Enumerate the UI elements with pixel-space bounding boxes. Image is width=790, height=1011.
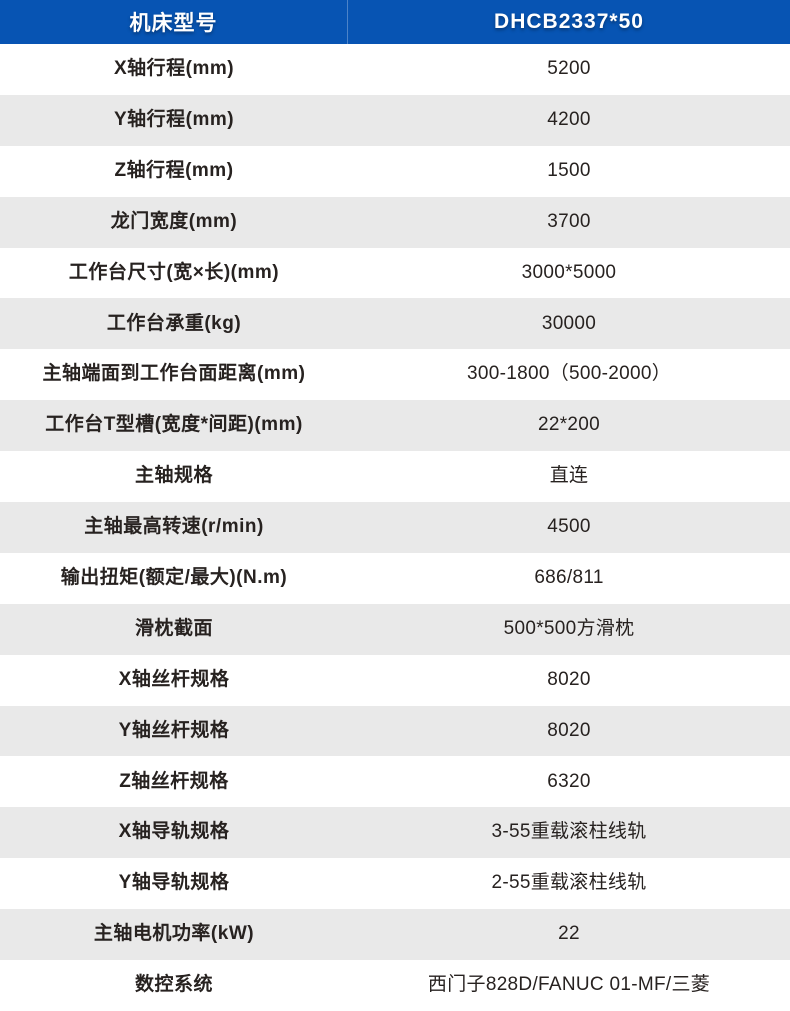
table-row: 主轴规格 直连 [0,451,790,503]
spec-value: 686/811 [534,566,604,588]
table-row: 工作台尺寸(宽×长)(mm) 3000*5000 [0,247,790,299]
spec-value: 西门子828D/FANUC 01-MF/三菱 [427,974,711,996]
spec-label: Y轴导轨规格 [118,872,230,894]
table-row: X轴行程(mm) 5200 [0,44,790,95]
spec-label: 输出扭矩(额定/最大)(N.m) [60,566,288,588]
spec-label: 主轴电机功率(kW) [93,923,255,945]
table-row: 主轴电机功率(kW) 22 [0,909,790,961]
spec-value: 8020 [547,719,591,741]
spec-value: 1500 [547,159,591,181]
spec-value: 3000*5000 [521,261,617,283]
spec-label: 工作台T型槽(宽度*间距)(mm) [45,414,303,436]
header-model-label: 机床型号 [0,0,348,44]
spec-label: 工作台尺寸(宽×长)(mm) [68,261,280,283]
table-header-row: 机床型号 DHCB2337*50 [0,0,790,44]
table-row: Y轴丝杆规格 8020 [0,705,790,757]
table-row: 工作台T型槽(宽度*间距)(mm) 22*200 [0,400,790,452]
spec-label: 数控系统 [134,974,213,996]
spec-label: 主轴端面到工作台面距离(mm) [42,363,306,385]
spec-label: X轴行程(mm) [113,58,235,80]
spec-value: 3-55重载滚柱线轨 [491,821,647,843]
table-row: X轴导轨规格 3-55重载滚柱线轨 [0,807,790,859]
spec-label: Y轴丝杆规格 [118,719,230,741]
table-row: 滑枕截面 500*500方滑枕 [0,603,790,655]
spec-value: 5200 [547,58,591,80]
spec-value: 22 [558,923,580,945]
table-row: Z轴丝杆规格 6320 [0,756,790,808]
spec-value: 22*200 [537,414,601,436]
spec-label: 龙门宽度(mm) [110,210,238,232]
spec-label: 工作台承重(kg) [106,312,242,334]
spec-label: 主轴规格 [134,465,213,487]
spec-value: 500*500方滑枕 [503,617,635,639]
spec-value: 6320 [547,770,591,792]
table-body: X轴行程(mm) 5200 Y轴行程(mm) 4200 Z轴行程(mm) 150… [0,44,790,1011]
spec-value: 4200 [547,108,591,130]
table-row: X轴丝杆规格 8020 [0,654,790,706]
spec-label: 主轴最高转速(r/min) [84,516,264,538]
spec-label: Z轴丝杆规格 [119,770,229,792]
header-model-value: DHCB2337*50 [494,10,644,33]
spec-value: 4500 [547,516,591,538]
spec-label: X轴丝杆规格 [118,668,230,690]
spec-value: 直连 [549,465,589,487]
table-row: 主轴端面到工作台面距离(mm) 300-1800（500-2000） [0,349,790,401]
spec-value: 8020 [547,668,591,690]
table-row: 龙门宽度(mm) 3700 [0,196,790,248]
spec-label: Z轴行程(mm) [114,159,234,181]
spec-label: 滑枕截面 [134,617,213,639]
table-row: Y轴导轨规格 2-55重载滚柱线轨 [0,858,790,910]
table-row: 输出扭矩(额定/最大)(N.m) 686/811 [0,552,790,604]
table-row: 主轴最高转速(r/min) 4500 [0,502,790,553]
spec-value: 3700 [547,210,591,232]
table-row: 数控系统 西门子828D/FANUC 01-MF/三菱 [0,960,790,1011]
spec-label: X轴导轨规格 [118,821,230,843]
table-row: Z轴行程(mm) 1500 [0,145,790,197]
spec-value: 30000 [541,312,597,334]
spec-value: 300-1800（500-2000） [467,363,671,385]
table-row: Y轴行程(mm) 4200 [0,94,790,146]
spec-value: 2-55重载滚柱线轨 [491,872,647,894]
spec-label: Y轴行程(mm) [113,108,235,130]
table-row: 工作台承重(kg) 30000 [0,298,790,350]
